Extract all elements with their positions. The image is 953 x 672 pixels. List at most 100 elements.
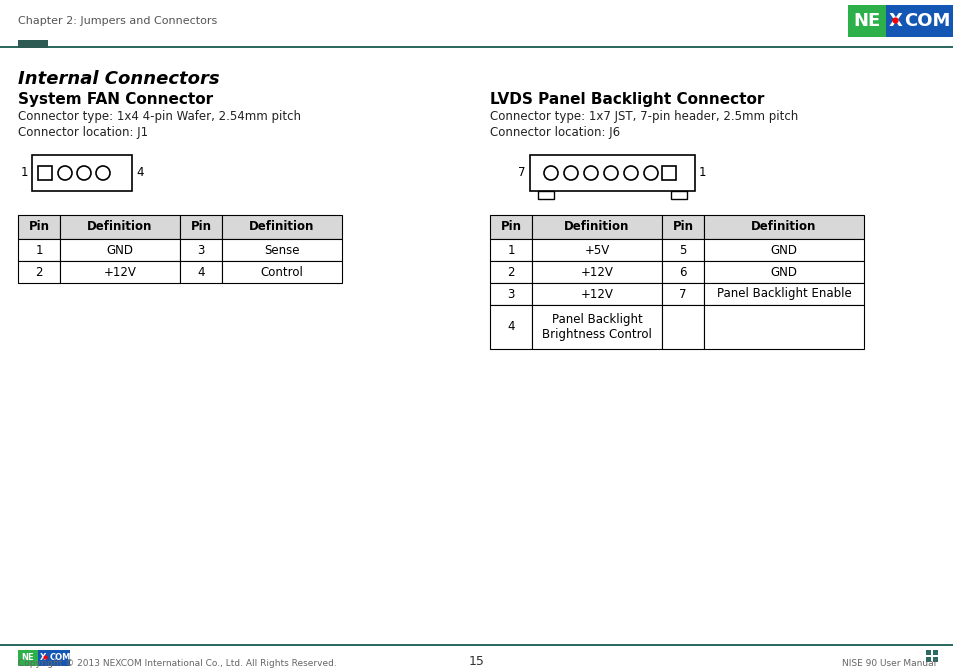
Text: Connector location: J6: Connector location: J6 [490,126,619,139]
Bar [18,239,60,261]
Text: Pin: Pin [29,220,50,233]
Bar [703,305,863,349]
Bar [32,155,132,191]
Text: 1: 1 [507,243,515,257]
Bar [703,283,863,305]
Bar [180,261,222,283]
Bar [38,166,52,180]
Bar [180,215,222,239]
Bar [180,239,222,261]
Text: Definition: Definition [751,220,816,233]
Text: 15: 15 [469,655,484,668]
Text: Panel Backlight: Panel Backlight [551,313,641,326]
Bar [932,657,937,662]
Text: NISE 90 User Manual: NISE 90 User Manual [841,659,935,668]
Bar [661,305,703,349]
Bar [490,215,532,239]
Bar [670,191,686,199]
Bar [0,644,953,646]
Text: Definition: Definition [88,220,152,233]
Text: 1: 1 [35,243,43,257]
Bar [490,261,532,283]
Bar [847,5,885,37]
Text: +12V: +12V [580,288,613,300]
Bar [490,283,532,305]
Bar [661,239,703,261]
Text: 1: 1 [699,167,706,179]
Bar [661,283,703,305]
Text: System FAN Connector: System FAN Connector [18,92,213,107]
Bar [222,261,341,283]
Text: GND: GND [107,243,133,257]
Text: Pin: Pin [191,220,212,233]
Text: Definition: Definition [564,220,629,233]
Bar [925,657,930,662]
Circle shape [603,166,618,180]
Bar [38,650,70,666]
Bar [661,261,703,283]
Text: Definition: Definition [249,220,314,233]
Text: Pin: Pin [500,220,521,233]
Text: 1: 1 [20,167,28,179]
Text: X: X [40,653,47,663]
Text: Connector type: 1x4 4-pin Wafer, 2.54mm pitch: Connector type: 1x4 4-pin Wafer, 2.54mm … [18,110,301,123]
Text: NE: NE [22,653,34,663]
Bar [60,261,180,283]
Text: Sense: Sense [264,243,299,257]
Circle shape [58,166,71,180]
Bar [661,166,676,180]
Bar [537,191,554,199]
Text: 5: 5 [679,243,686,257]
Bar [18,215,60,239]
Text: 4: 4 [507,321,515,333]
Text: GND: GND [770,243,797,257]
Circle shape [96,166,110,180]
Bar [532,283,661,305]
Text: Pin: Pin [672,220,693,233]
Circle shape [623,166,638,180]
Text: 3: 3 [197,243,205,257]
Bar [490,305,532,349]
Text: +5V: +5V [584,243,609,257]
Text: X: X [888,12,902,30]
Text: +12V: +12V [104,265,136,278]
Bar [703,261,863,283]
Text: Connector type: 1x7 JST, 7-pin header, 2.5mm pitch: Connector type: 1x7 JST, 7-pin header, 2… [490,110,798,123]
Text: 6: 6 [679,265,686,278]
Text: GND: GND [770,265,797,278]
Circle shape [643,166,658,180]
Bar [532,305,661,349]
Text: COM: COM [903,12,949,30]
Circle shape [543,166,558,180]
Text: 3: 3 [507,288,515,300]
Bar [532,215,661,239]
Text: Copyright © 2013 NEXCOM International Co., Ltd. All Rights Reserved.: Copyright © 2013 NEXCOM International Co… [18,659,336,668]
Bar [490,239,532,261]
Bar [18,261,60,283]
Bar [530,155,695,191]
Text: Connector location: J1: Connector location: J1 [18,126,148,139]
Text: 4: 4 [197,265,205,278]
Bar [703,239,863,261]
Bar [222,239,341,261]
Bar [60,215,180,239]
Bar [60,239,180,261]
Text: 2: 2 [507,265,515,278]
Text: 4: 4 [136,167,143,179]
Text: LVDS Panel Backlight Connector: LVDS Panel Backlight Connector [490,92,763,107]
Bar [932,650,937,655]
Bar [532,239,661,261]
Text: 7: 7 [518,167,525,179]
Bar [885,5,953,37]
Bar [18,650,38,666]
Text: Brightness Control: Brightness Control [541,328,651,341]
Text: Panel Backlight Enable: Panel Backlight Enable [716,288,850,300]
Bar [532,261,661,283]
Bar [703,215,863,239]
Bar [18,40,48,48]
Bar [222,215,341,239]
Text: 2: 2 [35,265,43,278]
Text: +12V: +12V [580,265,613,278]
Circle shape [563,166,578,180]
Text: Control: Control [260,265,303,278]
